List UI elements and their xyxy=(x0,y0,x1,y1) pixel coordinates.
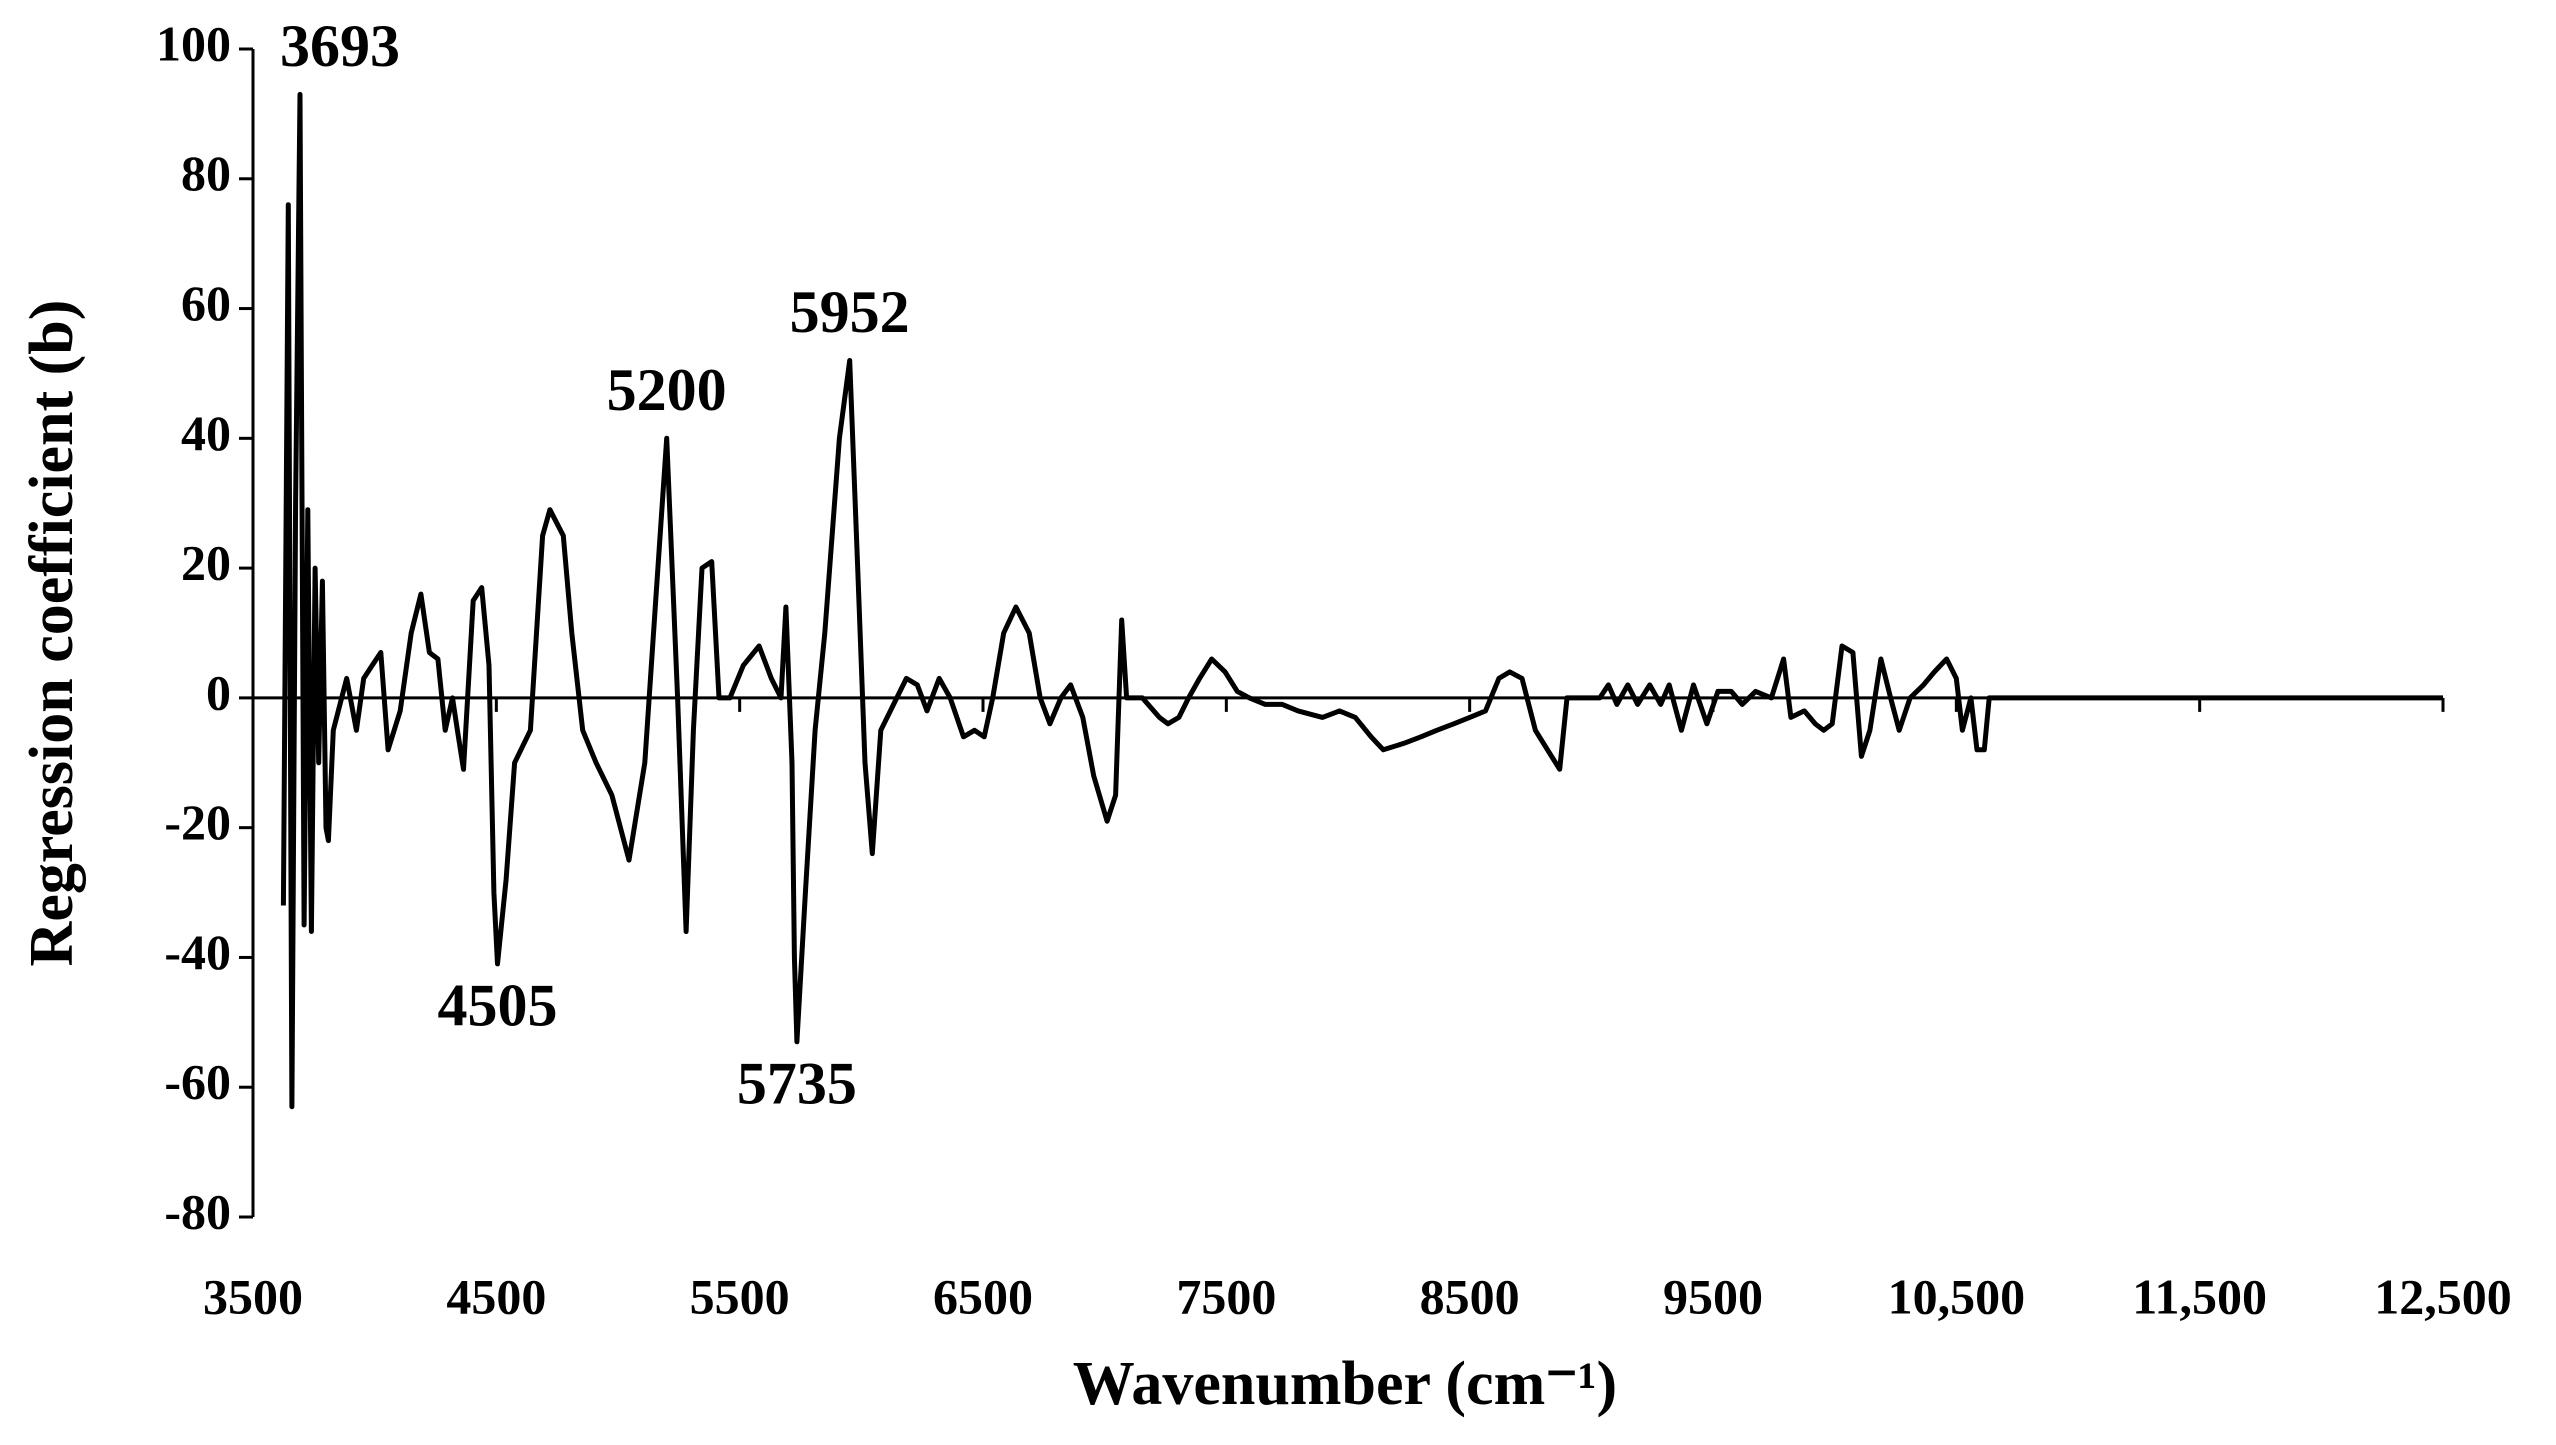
y-tick-label: -80 xyxy=(164,1183,231,1239)
x-tick-label: 3500 xyxy=(203,1268,303,1324)
x-tick-label: 7500 xyxy=(1176,1268,1276,1324)
x-tick-label: 10,500 xyxy=(1888,1268,2026,1324)
x-tick-label: 12,500 xyxy=(2374,1268,2512,1324)
x-tick-label: 4500 xyxy=(446,1268,546,1324)
y-tick-label: 60 xyxy=(181,275,231,331)
x-tick-label: 9500 xyxy=(1663,1268,1763,1324)
peak-label: 5952 xyxy=(790,279,910,345)
data-line xyxy=(280,91,2443,1110)
x-tick-label: 11,500 xyxy=(2132,1268,2267,1324)
peak-label: 5735 xyxy=(737,1051,857,1117)
peak-label: 5200 xyxy=(607,357,727,423)
x-tick-label: 8500 xyxy=(1420,1268,1520,1324)
y-tick-label: -60 xyxy=(164,1054,231,1110)
x-axis-title: Wavenumber (cm⁻¹) xyxy=(1073,1350,1617,1418)
y-tick-label: 20 xyxy=(181,535,231,591)
y-tick-label: 100 xyxy=(156,15,231,71)
x-tick-label: 5500 xyxy=(690,1268,790,1324)
y-tick-label: 40 xyxy=(181,405,231,461)
peak-label: 3693 xyxy=(280,13,400,79)
y-tick-label: 0 xyxy=(206,664,231,720)
y-tick-label: -40 xyxy=(164,924,231,980)
peak-label: 4505 xyxy=(438,973,558,1039)
y-axis-title: Regression coefficient (b) xyxy=(18,300,86,967)
y-tick-label: 80 xyxy=(181,145,231,201)
y-tick-label: -20 xyxy=(164,794,231,850)
x-tick-label: 6500 xyxy=(933,1268,1033,1324)
